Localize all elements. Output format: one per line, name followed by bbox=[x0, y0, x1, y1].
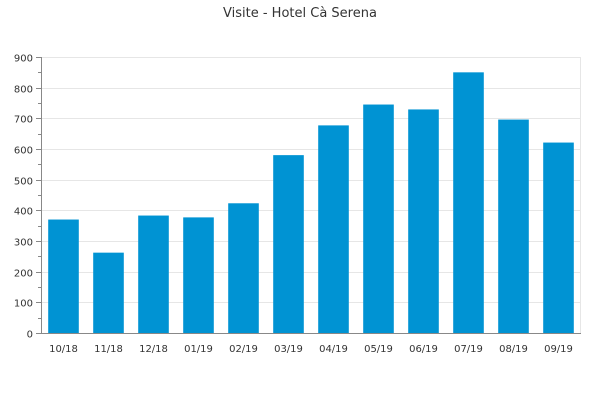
bar bbox=[183, 217, 214, 333]
bar bbox=[228, 203, 259, 333]
x-tick-label: 01/19 bbox=[184, 344, 213, 355]
x-tick-label: 10/18 bbox=[49, 344, 78, 355]
bar bbox=[273, 155, 304, 333]
x-tick-label: 08/19 bbox=[499, 344, 528, 355]
x-tick-label: 12/18 bbox=[139, 344, 168, 355]
bar bbox=[498, 119, 529, 333]
bar bbox=[453, 72, 484, 333]
x-tick-label: 03/19 bbox=[274, 344, 303, 355]
grid-lines bbox=[41, 57, 581, 333]
x-tick-label: 09/19 bbox=[544, 344, 573, 355]
bar bbox=[93, 252, 124, 333]
y-tick-label: 900 bbox=[14, 54, 33, 65]
y-tick-label: 600 bbox=[14, 146, 33, 157]
x-tick-labels: 10/18 11/18 12/18 01/19 02/19 03/19 04/19 05/19… bbox=[49, 344, 573, 355]
y-tick-label: 100 bbox=[14, 299, 33, 310]
y-tick-label: 800 bbox=[14, 85, 33, 96]
x-tick-label: 05/19 bbox=[364, 344, 393, 355]
y-tick-label: 400 bbox=[14, 207, 33, 218]
y-tick-labels: 0 100 200 300 400 500 600 700 800 900 bbox=[14, 54, 33, 341]
y-tick-label: 700 bbox=[14, 115, 33, 126]
y-tick-label: 500 bbox=[14, 177, 33, 188]
y-tick-label: 0 bbox=[27, 330, 33, 341]
x-tick-label: 07/19 bbox=[454, 344, 483, 355]
bar bbox=[363, 104, 394, 334]
bar bbox=[48, 219, 79, 333]
bars bbox=[48, 72, 574, 334]
y-tick-label: 300 bbox=[14, 238, 33, 249]
bar bbox=[318, 125, 349, 334]
bar bbox=[543, 142, 574, 333]
chart-title: Visite - Hotel Cà Serena bbox=[223, 6, 377, 21]
bar bbox=[408, 109, 439, 333]
x-tick-label: 06/19 bbox=[409, 344, 438, 355]
x-tick-label: 11/18 bbox=[94, 344, 123, 355]
x-tick-label: 04/19 bbox=[319, 344, 348, 355]
y-tick-label: 200 bbox=[14, 269, 33, 280]
x-tick-label: 02/19 bbox=[229, 344, 258, 355]
axes bbox=[36, 57, 581, 334]
bar bbox=[138, 215, 169, 333]
